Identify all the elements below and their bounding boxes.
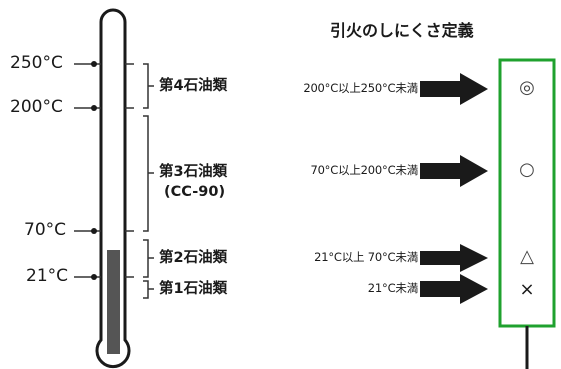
rating-symbol-1: ×: [519, 279, 535, 300]
temp-label-200: 200°C: [10, 97, 63, 117]
bracket-class1: [143, 280, 154, 299]
rating-symbol-2: △: [520, 246, 534, 267]
tick-dot-70: [91, 228, 97, 234]
temp-label-250: 250°C: [10, 53, 63, 73]
temp-label-70: 70°C: [24, 220, 67, 240]
thermometer-mercury: [107, 250, 120, 354]
bracket-class2: [143, 239, 154, 278]
bracket-class3: [143, 115, 154, 232]
class-label-2: 第2石油類: [159, 250, 228, 266]
class-label-3: 第3石油類: [159, 164, 228, 180]
arrow-class2: [420, 244, 488, 272]
class-label-3-sub: (CC-90): [164, 184, 226, 200]
thermometer-outline: [95, 8, 131, 369]
tick-dot-250: [91, 61, 97, 67]
arrow-class3: [420, 155, 488, 187]
tick-dot-200: [91, 105, 97, 111]
diagram-title: 引火のしにくさ定義: [330, 21, 474, 40]
range-label-4: 200°C以上250°C未満: [303, 81, 418, 95]
bracket-class4: [143, 63, 154, 109]
range-label-1: 21°C未満: [367, 281, 418, 295]
thermo-right-ticks: [125, 63, 134, 278]
range-label-3: 70°C以上200°C未満: [310, 163, 418, 177]
arrow-class1: [420, 274, 488, 304]
rating-symbol-4: ◎: [519, 77, 535, 98]
tick-dot-21: [91, 274, 97, 280]
arrow-class4: [420, 73, 488, 105]
class-label-1: 第1石油類: [159, 281, 228, 297]
temp-label-21: 21°C: [26, 266, 69, 286]
rating-symbol-3: ○: [519, 159, 535, 180]
range-label-2: 21°C以上 70°C未満: [314, 250, 418, 264]
class-label-4: 第4石油類: [159, 78, 228, 94]
